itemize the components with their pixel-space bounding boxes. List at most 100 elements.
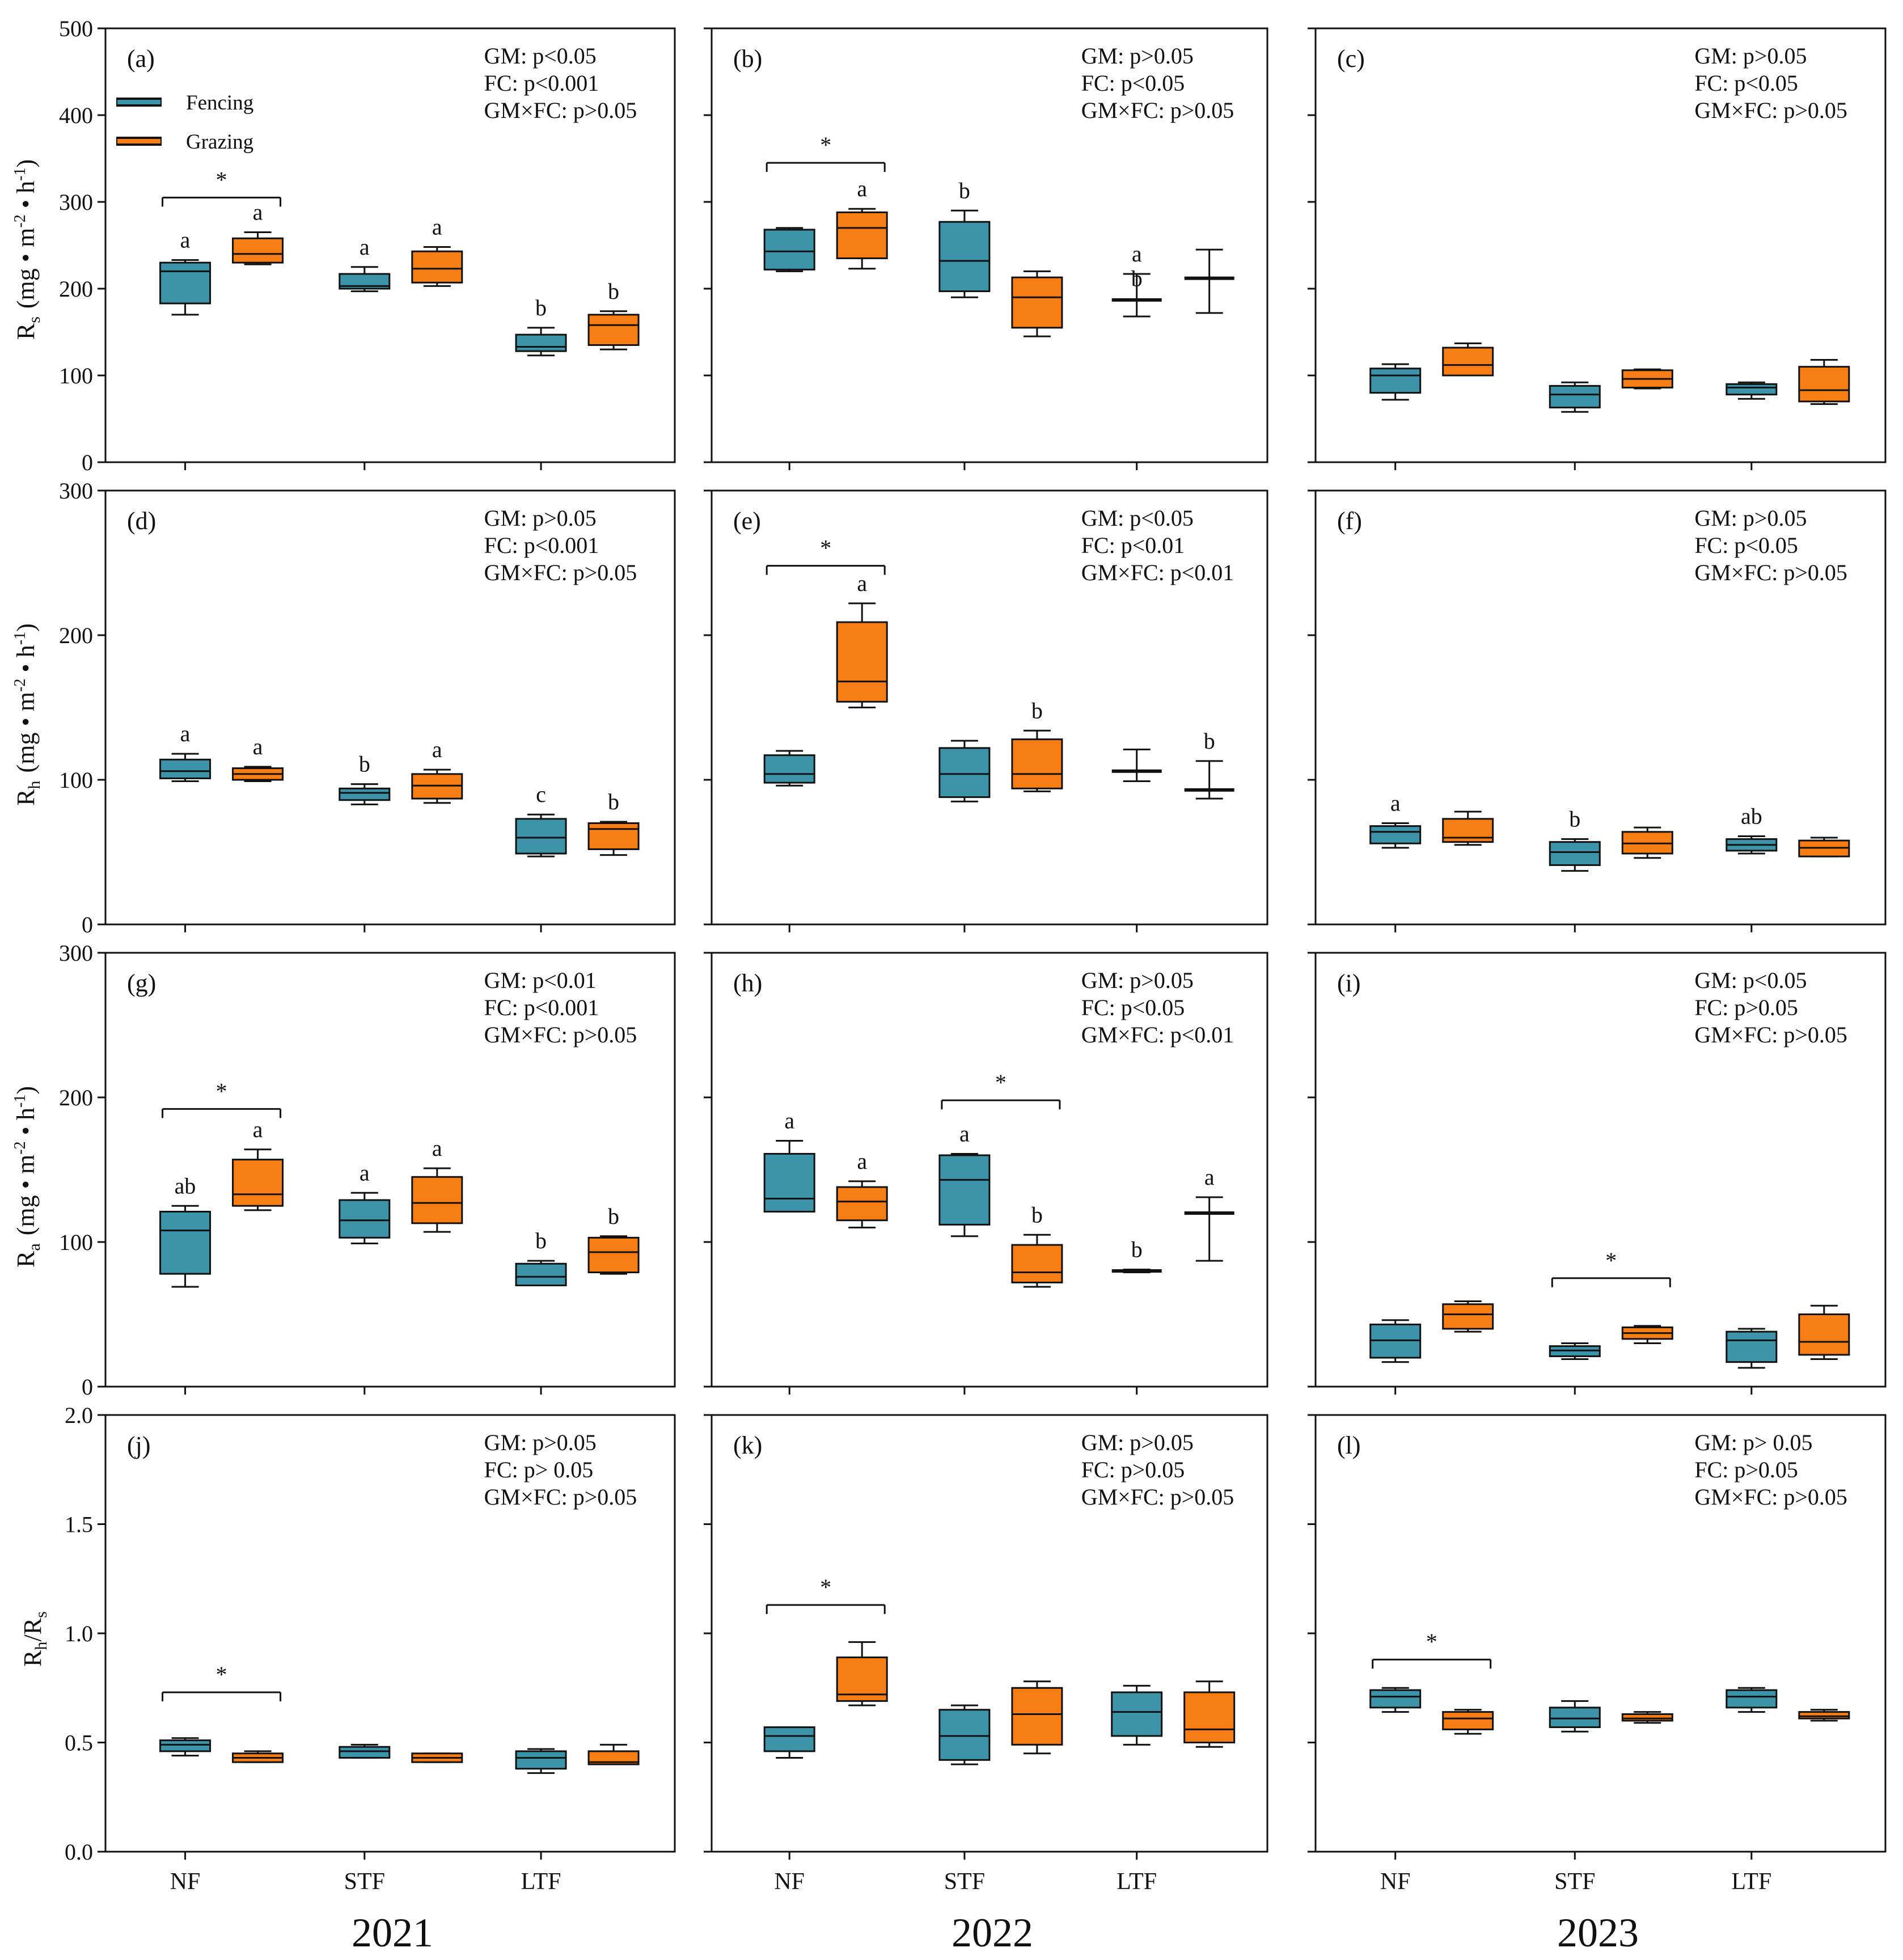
panel-frame <box>104 27 676 463</box>
bracket-star: * <box>216 1662 227 1687</box>
box-ltf-fencing: ab <box>1726 803 1778 855</box>
y-axis-title-row2: Rh (mg • m-2 • h-1) <box>11 623 44 806</box>
box-nf-fencing: ab <box>159 1173 212 1288</box>
stats-line: FC: p>0.05 <box>1694 995 1798 1020</box>
stats-line: FC: p<0.05 <box>1081 995 1185 1020</box>
box-ltf-grazing: b <box>587 278 640 350</box>
box-nf-fencing <box>763 1726 815 1759</box>
significance-letter: b <box>1031 1202 1043 1227</box>
box-iqr <box>763 229 815 271</box>
ylabel-exp-m: -2 <box>11 1141 29 1154</box>
box-iqr <box>411 250 463 284</box>
box-ltf-grazing <box>587 1743 640 1765</box>
box-stf-fencing: b <box>339 751 391 805</box>
panel-label: (c) <box>1337 45 1365 73</box>
x-tick-label: LTF <box>521 1869 561 1895</box>
box-iqr <box>938 747 991 799</box>
legend-grazing-label: Grazing <box>186 130 253 154</box>
y-tick-label: 300 <box>59 940 93 966</box>
panel-label: (b) <box>733 45 762 73</box>
box-ltf-fencing: b <box>515 295 567 357</box>
box-nf-grazing <box>1442 342 1494 377</box>
significance-letter: b <box>359 751 370 777</box>
box-stf-grazing: a <box>411 1135 463 1233</box>
box-ltf-grazing: b <box>587 789 640 856</box>
significance-bracket: * <box>941 1070 1061 1110</box>
box-iqr <box>1011 1244 1063 1283</box>
bracket-star: * <box>820 132 831 158</box>
significance-bracket: * <box>1372 1629 1492 1669</box>
box-stf-fencing: b <box>1549 806 1601 872</box>
box-stf-fencing <box>1549 381 1601 413</box>
bracket-star: * <box>995 1070 1007 1095</box>
panel-frame <box>104 952 676 1388</box>
box-iqr <box>1798 366 1850 403</box>
significance-letter: a <box>360 234 370 260</box>
stats-line: GM: p<0.05 <box>484 43 597 69</box>
ylabel-exp-h: -1 <box>11 1095 29 1108</box>
box-nf-grazing <box>1442 810 1494 846</box>
x-tick-label: STF <box>1554 1869 1595 1895</box>
box-iqr <box>1726 1330 1778 1363</box>
stats-line: GM: p>0.05 <box>484 505 597 531</box>
significance-bracket: * <box>766 1574 886 1614</box>
stats-line: GM×FC: p>0.05 <box>484 98 637 123</box>
significance-letter: a <box>857 176 867 201</box>
y-tick-label: 100 <box>59 1230 93 1255</box>
significance-letter: b <box>535 1228 547 1253</box>
ylabel-unit-post: ) <box>12 159 40 168</box>
box-ltf-fencing <box>1111 1684 1163 1746</box>
box-ltf-grazing: a <box>1184 1164 1234 1262</box>
panel-label: (h) <box>733 969 762 997</box>
panel-label: (j) <box>127 1431 151 1459</box>
svg-text:Ra(mg • m-2 • h-1): Ra (mg • m-2 • h-1) <box>11 1086 44 1268</box>
box-iqr <box>1011 276 1063 329</box>
box-stf-fencing: b <box>938 178 991 298</box>
significance-letter: b <box>608 1203 619 1229</box>
box-iqr <box>515 818 567 855</box>
panel-label: (l) <box>1337 1431 1361 1459</box>
ylabel-unit-pre: (mg • m <box>12 692 40 773</box>
stats-line: GM×FC: p>0.05 <box>484 1484 637 1510</box>
ylabel-unit-mid: • h <box>12 645 40 678</box>
box-iqr <box>1442 347 1494 377</box>
stats-line: GM: p>0.05 <box>1694 43 1807 69</box>
stats-line: GM: p<0.01 <box>484 968 597 993</box>
stats-line: GM×FC: p>0.05 <box>1694 1484 1847 1510</box>
bracket-star: * <box>820 535 831 561</box>
bracket-star: * <box>216 167 227 192</box>
box-nf-grazing: a <box>232 734 284 783</box>
x-tick-label: STF <box>944 1869 985 1895</box>
stats-line: GM×FC: p>0.05 <box>484 560 637 585</box>
significance-letter: b <box>535 295 547 320</box>
ylabel-main: R <box>19 1650 46 1667</box>
box-iqr <box>763 1726 815 1752</box>
stats-line: FC: p<0.05 <box>1694 533 1798 558</box>
significance-letter: a <box>432 214 442 240</box>
significance-bracket: * <box>162 167 282 207</box>
stats-line: GM: p>0.05 <box>1081 968 1194 993</box>
stats-line: FC: p> 0.05 <box>484 1457 594 1482</box>
box-iqr <box>938 1154 991 1226</box>
y-tick-label: 0.5 <box>65 1730 93 1756</box>
stats-line: GM×FC: p>0.05 <box>1694 98 1847 123</box>
box-stf-grazing <box>1011 270 1063 337</box>
significance-letter-extra: b <box>1131 266 1143 292</box>
box-ltf-fencing: a <box>1111 241 1162 318</box>
svg-text:Rh(mg • m-2 • h-1): Rh (mg • m-2 • h-1) <box>11 623 44 806</box>
significance-bracket: * <box>162 1662 282 1701</box>
stats-line: GM×FC: p>0.05 <box>1081 98 1234 123</box>
ylabel-main: R <box>12 1251 40 1268</box>
box-ltf-grazing <box>1798 1304 1850 1361</box>
box-iqr <box>1442 818 1494 843</box>
box-iqr <box>1369 825 1422 844</box>
box-iqr <box>1011 738 1063 789</box>
box-nf-grazing <box>836 1641 888 1706</box>
significance-letter: b <box>1131 1236 1143 1262</box>
ylabel-unit-pre: (mg • m <box>12 1155 40 1236</box>
